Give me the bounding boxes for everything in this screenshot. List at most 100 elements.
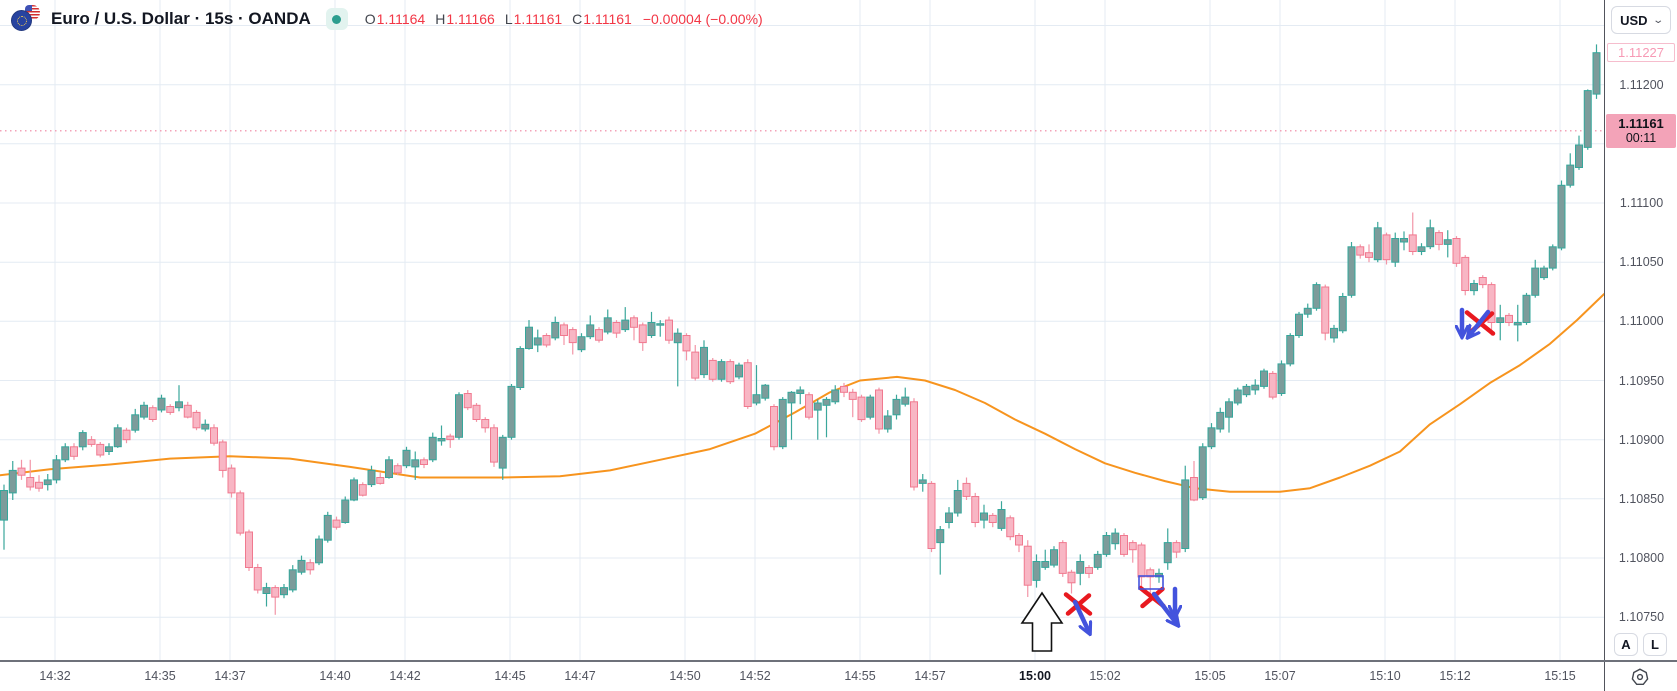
candle-body bbox=[52, 459, 61, 481]
blue-arrow-annotation[interactable] bbox=[1469, 309, 1491, 336]
candle-body bbox=[1400, 238, 1408, 243]
price-axis-label: 1.11000 bbox=[1619, 314, 1664, 329]
candle-body bbox=[1347, 246, 1356, 296]
candle-body bbox=[1487, 284, 1496, 324]
candle-body bbox=[1032, 561, 1041, 581]
candle-body bbox=[621, 319, 630, 331]
ohlc-item: C 1.11161 bbox=[572, 11, 632, 27]
blue-box-annotation[interactable] bbox=[1138, 575, 1164, 590]
candle-body bbox=[533, 337, 542, 346]
price-axis-label: 1.11050 bbox=[1619, 255, 1664, 270]
candle-body bbox=[1233, 389, 1242, 404]
candle-body bbox=[35, 481, 43, 489]
candle-body bbox=[1198, 446, 1207, 499]
candle-body bbox=[166, 406, 175, 413]
currency-unit-button[interactable]: USD ⌄ bbox=[1611, 6, 1671, 34]
candle-body bbox=[971, 496, 980, 523]
currency-unit-label: USD bbox=[1620, 12, 1648, 28]
candle-body bbox=[1058, 542, 1067, 574]
candle-body bbox=[1207, 427, 1216, 448]
candle-body bbox=[516, 348, 525, 388]
time-axis[interactable]: 14:32 14:35 14:37 14:40 14:42 14:45 14:47 14:50… bbox=[0, 660, 1677, 691]
symbol-title[interactable]: Euro / U.S. Dollar · 15s · OANDA bbox=[51, 9, 311, 28]
candle-body bbox=[1592, 52, 1601, 95]
candle-body bbox=[743, 362, 752, 408]
candle-body bbox=[1566, 164, 1575, 186]
settings-hex-icon[interactable] bbox=[1630, 667, 1650, 687]
candle-body bbox=[866, 396, 875, 418]
candle-body bbox=[1496, 317, 1505, 323]
log-scale-button[interactable]: L bbox=[1643, 633, 1667, 656]
candle-body bbox=[883, 415, 892, 430]
candle-body bbox=[1251, 384, 1260, 391]
candle-body bbox=[1155, 572, 1163, 578]
candle-body bbox=[726, 361, 735, 383]
chart-canvas[interactable] bbox=[0, 0, 1604, 660]
candle-body bbox=[315, 538, 323, 564]
candle-body bbox=[1321, 286, 1330, 334]
candle-body bbox=[901, 396, 910, 405]
blue-arrow-annotation[interactable] bbox=[1072, 599, 1089, 632]
candle-body bbox=[717, 361, 726, 380]
candle-body bbox=[1391, 238, 1400, 263]
candle-body bbox=[26, 477, 35, 488]
candle-body bbox=[542, 335, 551, 346]
candle-body bbox=[1181, 479, 1190, 549]
price-axis-label: 1.10850 bbox=[1618, 491, 1665, 506]
candle-body bbox=[1067, 571, 1076, 584]
moving-average-line bbox=[0, 293, 1604, 493]
candle-body bbox=[507, 385, 516, 438]
candle-body bbox=[831, 389, 840, 403]
eu-flag-icon bbox=[11, 10, 32, 31]
candle-body bbox=[1338, 296, 1347, 332]
candle-body bbox=[1417, 246, 1426, 253]
candle-body bbox=[1373, 227, 1382, 261]
candle-body bbox=[385, 459, 393, 478]
market-status[interactable] bbox=[325, 8, 348, 30]
candle-body bbox=[236, 492, 245, 534]
candle-body bbox=[481, 419, 490, 429]
candle-body bbox=[227, 467, 236, 494]
candle-body bbox=[1461, 256, 1470, 291]
time-axis-label: 14:52 bbox=[739, 669, 771, 683]
candle-body bbox=[918, 479, 927, 484]
ohlc-item: L 1.11161 bbox=[504, 11, 563, 27]
candle-body bbox=[691, 351, 700, 379]
candle-body bbox=[1242, 385, 1251, 396]
candle-body bbox=[148, 407, 157, 421]
candle-body bbox=[962, 482, 971, 497]
candle-body bbox=[271, 587, 280, 598]
candle-body bbox=[1085, 567, 1093, 574]
time-axis-label: 15:10 bbox=[1369, 669, 1401, 683]
candle-body bbox=[1312, 284, 1321, 309]
candle-body bbox=[595, 329, 603, 341]
candle-body bbox=[280, 587, 288, 596]
candle-body bbox=[393, 465, 402, 474]
ohlc-values: O 1.11164 H 1.11166 L 1.11161 C 1.11161 bbox=[365, 11, 632, 27]
candle-body bbox=[1111, 532, 1120, 545]
candle-body bbox=[1286, 335, 1295, 365]
time-axis-label: 15:00 bbox=[1019, 669, 1051, 683]
candle-countdown: 00:11 bbox=[1625, 130, 1657, 145]
candle-body bbox=[306, 562, 315, 571]
candle-body bbox=[708, 359, 717, 380]
candle-body bbox=[1548, 246, 1557, 269]
candle-body bbox=[936, 529, 945, 544]
candle-body bbox=[892, 398, 901, 416]
candle-body bbox=[175, 401, 183, 409]
price-axis-label: 1.11100 bbox=[1619, 196, 1664, 210]
candle-body bbox=[253, 567, 262, 591]
auto-scale-button[interactable]: A bbox=[1614, 633, 1638, 656]
candle-body bbox=[490, 427, 498, 463]
time-axis-label: 14:40 bbox=[319, 669, 351, 683]
time-axis-label: 14:32 bbox=[39, 669, 71, 683]
candle-body bbox=[910, 401, 918, 488]
candle-body bbox=[498, 436, 507, 469]
candle-body bbox=[1006, 517, 1015, 538]
candle-body bbox=[1146, 569, 1155, 578]
time-axis-label: 15:02 bbox=[1089, 669, 1121, 683]
price-axis[interactable]: USD ⌄ 1.11227 1.11161 00:11 A L 1.11200 1… bbox=[1604, 0, 1677, 660]
candle-body bbox=[665, 319, 673, 341]
up-arrow-annotation[interactable] bbox=[1020, 591, 1064, 652]
